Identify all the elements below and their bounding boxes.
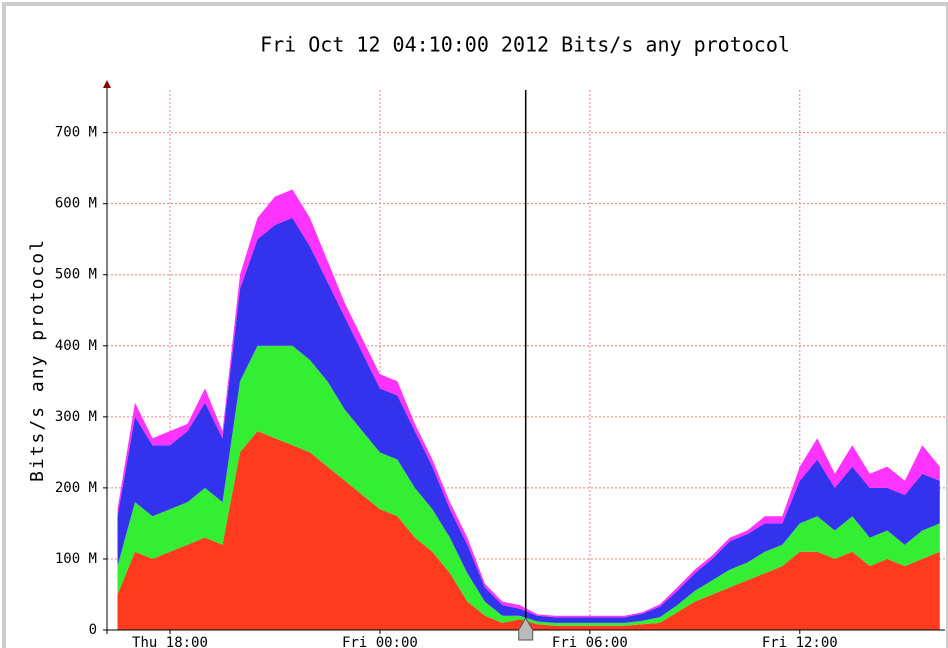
- axes: 0 100 M 200 M 300 M 400 M 500 M 600 M 700 M Thu …: [55, 80, 945, 648]
- chart-title: Fri Oct 12 04:10:00 2012 Bits/s any prot…: [260, 33, 790, 57]
- x-tick-label: Thu 18:00: [132, 635, 208, 648]
- x-tick-label: Fri 12:00: [762, 635, 838, 648]
- y-tick-label: 0: [89, 622, 97, 638]
- area: [117, 431, 940, 630]
- y-tick-label: 500 M: [55, 267, 97, 283]
- y-tick-label: 400 M: [55, 338, 97, 354]
- y-tick-label: 600 M: [55, 196, 97, 212]
- cursor-handle: [518, 617, 534, 641]
- x-tick-label: Fri 00:00: [342, 635, 418, 648]
- area: [117, 345, 940, 626]
- y-axis-arrow: [103, 80, 111, 88]
- y-tick-label: 300 M: [55, 409, 97, 425]
- y-tick-label: 200 M: [55, 480, 97, 496]
- y-axis-label: Bits/s any protocol: [27, 238, 48, 482]
- area: [117, 217, 940, 623]
- x-tick-label: Fri 06:00: [552, 635, 628, 648]
- y-tick-label: 100 M: [55, 551, 97, 567]
- y-tick-label: 700 M: [55, 125, 97, 141]
- areas: [117, 189, 940, 630]
